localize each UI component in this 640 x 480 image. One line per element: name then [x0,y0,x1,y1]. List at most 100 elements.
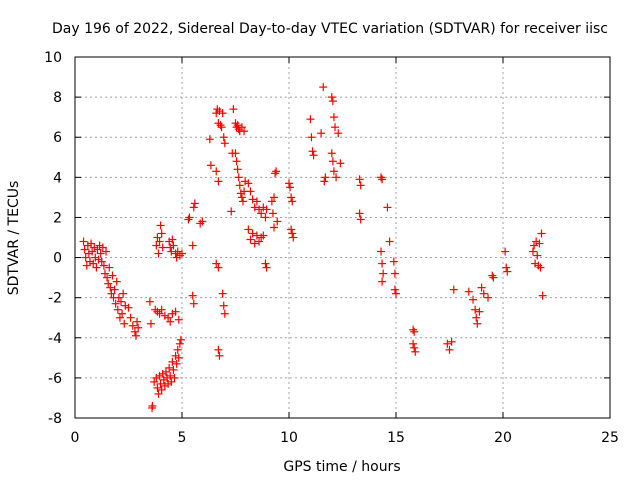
data-point [259,231,268,240]
data-point [307,133,316,142]
data-point [128,321,137,330]
data-point [89,259,98,268]
data-point [133,317,142,326]
data-point [93,245,102,254]
data-point [107,289,116,298]
data-point [257,233,266,242]
data-point [174,315,183,324]
y-tick-label: -6 [48,371,62,387]
data-point [332,173,341,182]
data-point [81,253,90,262]
data-point [219,133,228,142]
data-point [273,217,282,226]
data-point [237,123,246,132]
data-point [134,323,143,332]
x-tick-label: 20 [494,430,512,446]
y-tick-label: -8 [48,411,62,427]
data-point [169,241,178,250]
data-point [218,289,227,298]
data-point [97,257,106,266]
axis-ticks: 0 5 10 15 20 25 -8 -6 -4 -2 0 2 4 6 8 10 [44,50,619,446]
data-point [528,247,537,256]
data-point [288,229,297,238]
data-point [255,237,264,246]
data-point [331,123,340,132]
data-point [166,371,175,380]
data-point [270,193,279,202]
data-point [270,223,279,232]
y-tick-label: -4 [48,331,62,347]
data-point [411,347,420,356]
data-point [216,121,225,130]
data-point [190,199,199,208]
data-point [178,249,186,258]
x-tick-label: 15 [387,430,405,446]
data-point [100,269,109,278]
data-point [173,345,182,354]
data-point [240,127,249,136]
data-point [268,209,277,218]
data-point [356,215,365,224]
data-point [308,147,317,156]
data-point [220,309,229,318]
data-point [233,165,242,174]
data-point [447,337,456,346]
data-point [229,105,238,114]
chart-title: Day 196 of 2022, Sidereal Day-to-day VTE… [52,21,608,37]
x-tick-label: 10 [280,430,298,446]
data-point [172,359,181,368]
data-point [189,299,198,308]
data-point [112,277,121,286]
data-point [250,203,259,212]
data-point [445,345,454,354]
data-point [272,167,281,176]
data-point [329,167,338,176]
data-point [537,229,546,238]
data-point [502,263,511,272]
data-point [156,379,165,388]
data-point [184,215,193,224]
data-point [155,237,164,246]
plot-frame [74,56,611,419]
x-tick-label: 25 [601,430,619,446]
data-point [185,213,194,222]
data-point [104,279,113,288]
data-point [327,149,336,158]
data-point [131,331,140,340]
y-axis-label: SDTVAR / TECUs [6,181,22,296]
data-point [503,267,512,276]
data-point [198,217,207,226]
data-point [321,173,330,182]
data-point [232,157,241,166]
data-point [377,247,386,256]
data-point [262,205,271,214]
data-point [355,209,364,218]
data-point [106,283,115,292]
data-point [267,197,276,206]
data-point [148,401,157,410]
data-point [103,273,112,282]
y-tick-label: 0 [53,251,62,267]
data-point [219,301,228,310]
data-point [161,367,170,376]
data-point [379,269,388,278]
data-point [473,319,482,328]
data-point [153,233,162,242]
data-point [248,229,257,238]
data-points [79,83,547,412]
data-point [169,365,178,374]
data-point [238,197,247,206]
x-tick-label: 0 [71,430,80,446]
data-point [99,261,108,270]
data-point [168,235,177,244]
data-point [328,97,337,106]
data-point [205,135,214,144]
data-point [410,327,419,336]
data-point [475,307,484,316]
data-point [215,351,224,360]
data-point [250,239,259,248]
data-point [383,203,392,212]
data-point [214,263,223,272]
data-point [443,339,452,348]
data-point [538,291,547,300]
